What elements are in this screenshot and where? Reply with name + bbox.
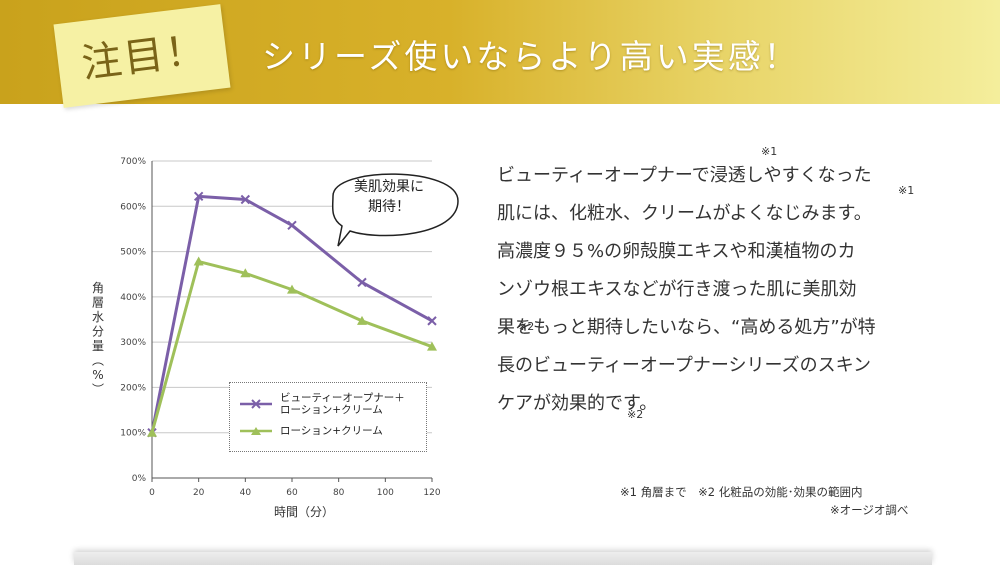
series-line-1 bbox=[150, 194, 433, 434]
legend-marker-x-icon bbox=[251, 399, 261, 409]
description-line: ケアが効果的です。 bbox=[497, 393, 658, 414]
legend-markers bbox=[240, 399, 272, 435]
y-axis-label-char: ︶ bbox=[92, 383, 104, 397]
x-axis-label: 時間（分） bbox=[274, 505, 334, 519]
y-axis-label-char: % bbox=[92, 368, 103, 382]
y-tick-label: 200% bbox=[120, 383, 146, 393]
series-line-2 bbox=[150, 260, 433, 434]
description-line: ビューティーオープナーで浸透しやすくなった bbox=[497, 165, 872, 186]
footnote-marker-1b: ※1 bbox=[898, 184, 915, 197]
y-axis-label-char: ︵ bbox=[92, 354, 104, 368]
data-point-triangle bbox=[427, 341, 437, 351]
data-point-triangle bbox=[357, 315, 367, 325]
y-axis-label-char: 層 bbox=[92, 296, 104, 310]
y-axis-label-char: 角 bbox=[92, 281, 104, 295]
chart-ticks: 0% 100% 200% 300% 400% 500% 600% 700% 0 20 40 60 80 1… bbox=[120, 157, 441, 498]
y-axis-label-char: 量 bbox=[92, 339, 104, 353]
y-tick-label: 300% bbox=[120, 338, 146, 348]
chart-legend: ビューティーオープナー＋ ローション+クリーム ローション+クリーム bbox=[229, 382, 427, 452]
data-point-triangle bbox=[193, 256, 204, 266]
speech-bubble-text: 美肌効果に 期待！ bbox=[334, 177, 444, 217]
page-headline: シリーズ使いならより高い実感！ bbox=[262, 37, 800, 76]
speech-bubble-line2: 期待！ bbox=[368, 199, 410, 215]
description-text: ビューティーオープナーで浸透しやすくなった 肌には、化粧水、クリームがよくなじみ… bbox=[497, 157, 937, 423]
data-point-x bbox=[357, 277, 367, 288]
x-tick-label: 20 bbox=[193, 488, 205, 498]
x-tick-label: 40 bbox=[240, 488, 252, 498]
y-axis-label-char: 分 bbox=[92, 325, 104, 339]
y-axis-label: 角層水分量︵% ︶ bbox=[92, 281, 104, 397]
legend-label-series1-b: ローション+クリーム bbox=[280, 404, 383, 416]
data-point-triangle bbox=[147, 427, 157, 437]
data-point-triangle bbox=[287, 284, 297, 294]
moisture-chart: 0% 100% 200% 300% 400% 500% 600% 700% 0 20 40 60 80 1… bbox=[92, 157, 459, 519]
footnote-marker-1: ※1 bbox=[761, 145, 778, 158]
data-point-triangle bbox=[240, 268, 251, 278]
data-point-x bbox=[240, 194, 251, 205]
bottom-shadow-bar bbox=[74, 552, 932, 565]
footnote-line2: ※オージオ調べ bbox=[830, 503, 909, 517]
description-line: 高濃度９５%の卵殻膜エキスや和漢植物のカ bbox=[497, 241, 856, 262]
x-tick-label: 0 bbox=[149, 488, 155, 498]
chart-series bbox=[147, 191, 437, 438]
y-axis-label-char: 水 bbox=[92, 310, 104, 324]
data-point-x bbox=[193, 191, 204, 202]
y-tick-label: 600% bbox=[120, 202, 146, 212]
description-line: 長のビューティーオープナーシリーズのスキン bbox=[497, 355, 872, 376]
footnote-marker-2b: ※2 bbox=[627, 408, 644, 421]
x-tick-label: 60 bbox=[286, 488, 298, 498]
speech-bubble-line1: 美肌効果に bbox=[354, 179, 424, 195]
footnote-marker-2: ※2 bbox=[518, 320, 535, 333]
data-point-x bbox=[427, 316, 437, 326]
legend-marker-triangle-icon bbox=[251, 427, 261, 435]
description-line: 果をもっと期待したいなら、“高める処方”が特 bbox=[497, 317, 876, 338]
y-tick-label: 100% bbox=[120, 429, 146, 439]
description-line: ンゾウ根エキスなどが行き渡った肌に美肌効 bbox=[497, 279, 857, 300]
y-tick-label: 400% bbox=[120, 293, 146, 303]
y-tick-label: 0% bbox=[132, 474, 147, 484]
x-tick-label: 80 bbox=[333, 488, 345, 498]
footnote-line1: ※1 角層まで ※2 化粧品の効能･効果の範囲内 bbox=[620, 485, 863, 499]
data-point-x bbox=[287, 220, 297, 231]
legend-label-series2: ローション+クリーム bbox=[280, 425, 383, 437]
speech-bubble bbox=[331, 173, 459, 247]
legend-label-series1-a: ビューティーオープナー＋ bbox=[280, 392, 405, 404]
x-tick-label: 100 bbox=[377, 488, 394, 498]
y-tick-label: 500% bbox=[120, 248, 146, 258]
x-tick-label: 120 bbox=[423, 488, 440, 498]
description-line: 肌には、化粧水、クリームがよくなじみます。 bbox=[497, 203, 872, 224]
y-tick-label: 700% bbox=[120, 157, 146, 167]
